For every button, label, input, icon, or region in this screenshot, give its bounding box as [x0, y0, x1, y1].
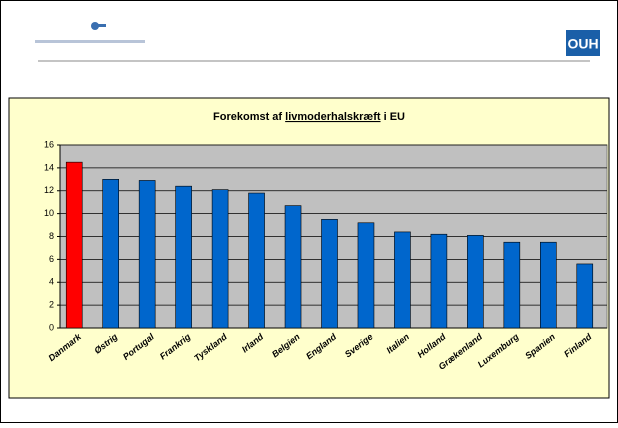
y-tick-label: 6 — [49, 254, 54, 264]
bar — [321, 219, 338, 329]
y-tick-label: 4 — [49, 277, 54, 287]
bar — [576, 263, 594, 329]
y-tick-label: 14 — [44, 162, 54, 172]
y-tick-label: 16 — [44, 139, 54, 149]
bar — [65, 161, 83, 329]
y-tick-label: 2 — [49, 300, 54, 310]
bar — [138, 180, 156, 329]
y-tick-label: 0 — [49, 322, 54, 332]
bar — [211, 189, 229, 329]
bar — [357, 222, 375, 329]
y-tick-label: 10 — [44, 208, 54, 218]
title-part: Forekomst af — [213, 111, 285, 123]
y-tick-label: 12 — [44, 185, 54, 195]
bar — [430, 233, 448, 329]
ouh-logo — [566, 30, 600, 56]
bar — [175, 185, 192, 329]
title-part: i EU — [381, 111, 406, 123]
bar — [102, 179, 119, 329]
bar — [503, 241, 521, 329]
bar — [539, 241, 557, 329]
ouh-logo-text: OUH — [567, 36, 598, 52]
university-logo — [35, 22, 145, 43]
chart-title: Forekomst af livmoderhalskræft i EU — [213, 111, 405, 123]
bar — [248, 192, 265, 329]
y-tick-label: 8 — [49, 231, 54, 241]
bar — [284, 205, 302, 329]
bar — [394, 231, 411, 329]
bar — [467, 235, 484, 329]
title-part: livmoderhalskræft — [285, 111, 381, 123]
